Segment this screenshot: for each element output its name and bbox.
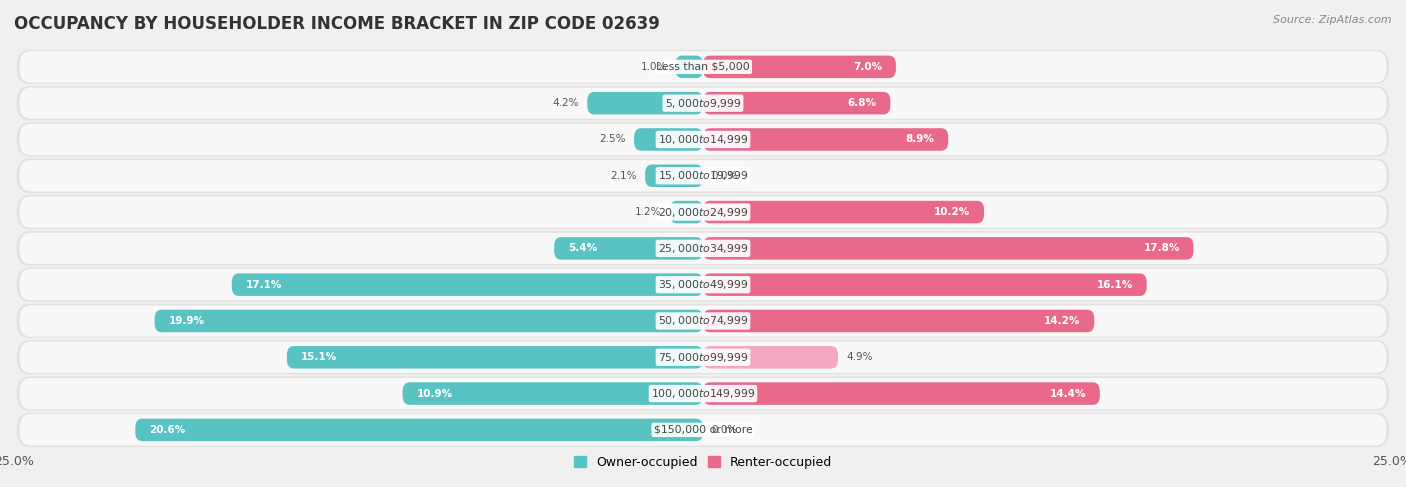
Text: OCCUPANCY BY HOUSEHOLDER INCOME BRACKET IN ZIP CODE 02639: OCCUPANCY BY HOUSEHOLDER INCOME BRACKET … xyxy=(14,15,659,33)
Text: 8.9%: 8.9% xyxy=(905,134,935,145)
FancyBboxPatch shape xyxy=(402,382,703,405)
Text: $75,000 to $99,999: $75,000 to $99,999 xyxy=(658,351,748,364)
Text: 4.9%: 4.9% xyxy=(846,352,873,362)
FancyBboxPatch shape xyxy=(17,231,1389,265)
FancyBboxPatch shape xyxy=(588,92,703,114)
Text: 10.9%: 10.9% xyxy=(416,389,453,398)
FancyBboxPatch shape xyxy=(703,310,1094,332)
Text: $100,000 to $149,999: $100,000 to $149,999 xyxy=(651,387,755,400)
FancyBboxPatch shape xyxy=(20,196,1386,228)
FancyBboxPatch shape xyxy=(20,269,1386,300)
FancyBboxPatch shape xyxy=(17,413,1389,447)
FancyBboxPatch shape xyxy=(17,195,1389,229)
Text: 17.1%: 17.1% xyxy=(246,280,283,290)
Text: 5.4%: 5.4% xyxy=(568,244,598,253)
FancyBboxPatch shape xyxy=(135,419,703,441)
FancyBboxPatch shape xyxy=(554,237,703,260)
FancyBboxPatch shape xyxy=(20,414,1386,446)
Text: $10,000 to $14,999: $10,000 to $14,999 xyxy=(658,133,748,146)
Text: 7.0%: 7.0% xyxy=(853,62,882,72)
FancyBboxPatch shape xyxy=(20,51,1386,82)
Text: $35,000 to $49,999: $35,000 to $49,999 xyxy=(658,278,748,291)
FancyBboxPatch shape xyxy=(703,237,1194,260)
FancyBboxPatch shape xyxy=(17,86,1389,120)
Text: 14.2%: 14.2% xyxy=(1045,316,1081,326)
FancyBboxPatch shape xyxy=(645,165,703,187)
FancyBboxPatch shape xyxy=(17,376,1389,411)
FancyBboxPatch shape xyxy=(287,346,703,369)
Text: $5,000 to $9,999: $5,000 to $9,999 xyxy=(665,96,741,110)
Text: $50,000 to $74,999: $50,000 to $74,999 xyxy=(658,315,748,327)
FancyBboxPatch shape xyxy=(20,233,1386,264)
FancyBboxPatch shape xyxy=(17,122,1389,156)
FancyBboxPatch shape xyxy=(20,88,1386,119)
Text: 2.1%: 2.1% xyxy=(610,171,637,181)
Text: 0.0%: 0.0% xyxy=(711,171,738,181)
Text: $20,000 to $24,999: $20,000 to $24,999 xyxy=(658,206,748,219)
FancyBboxPatch shape xyxy=(675,56,703,78)
Text: 15.1%: 15.1% xyxy=(301,352,337,362)
FancyBboxPatch shape xyxy=(703,273,1147,296)
FancyBboxPatch shape xyxy=(17,50,1389,84)
FancyBboxPatch shape xyxy=(20,160,1386,191)
FancyBboxPatch shape xyxy=(703,201,984,224)
Text: 19.9%: 19.9% xyxy=(169,316,204,326)
FancyBboxPatch shape xyxy=(232,273,703,296)
FancyBboxPatch shape xyxy=(669,201,703,224)
Text: 17.8%: 17.8% xyxy=(1143,244,1180,253)
FancyBboxPatch shape xyxy=(703,128,948,150)
Text: 20.6%: 20.6% xyxy=(149,425,186,435)
Text: 16.1%: 16.1% xyxy=(1097,280,1133,290)
Text: 14.4%: 14.4% xyxy=(1049,389,1085,398)
FancyBboxPatch shape xyxy=(17,159,1389,193)
Text: 2.5%: 2.5% xyxy=(599,134,626,145)
Text: 10.2%: 10.2% xyxy=(934,207,970,217)
FancyBboxPatch shape xyxy=(17,268,1389,302)
FancyBboxPatch shape xyxy=(703,346,838,369)
Text: 6.8%: 6.8% xyxy=(848,98,876,108)
FancyBboxPatch shape xyxy=(20,378,1386,409)
Text: 4.2%: 4.2% xyxy=(553,98,579,108)
FancyBboxPatch shape xyxy=(703,382,1099,405)
FancyBboxPatch shape xyxy=(17,304,1389,338)
FancyBboxPatch shape xyxy=(703,92,890,114)
Text: $150,000 or more: $150,000 or more xyxy=(654,425,752,435)
FancyBboxPatch shape xyxy=(155,310,703,332)
Text: $15,000 to $19,999: $15,000 to $19,999 xyxy=(658,169,748,182)
Text: $25,000 to $34,999: $25,000 to $34,999 xyxy=(658,242,748,255)
FancyBboxPatch shape xyxy=(20,305,1386,337)
Text: 1.2%: 1.2% xyxy=(636,207,662,217)
Text: Less than $5,000: Less than $5,000 xyxy=(657,62,749,72)
FancyBboxPatch shape xyxy=(634,128,703,150)
Text: 1.0%: 1.0% xyxy=(641,62,668,72)
Text: Source: ZipAtlas.com: Source: ZipAtlas.com xyxy=(1274,15,1392,25)
FancyBboxPatch shape xyxy=(20,342,1386,373)
Legend: Owner-occupied, Renter-occupied: Owner-occupied, Renter-occupied xyxy=(568,451,838,474)
FancyBboxPatch shape xyxy=(20,124,1386,155)
FancyBboxPatch shape xyxy=(17,340,1389,375)
FancyBboxPatch shape xyxy=(703,56,896,78)
Text: 0.0%: 0.0% xyxy=(711,425,738,435)
